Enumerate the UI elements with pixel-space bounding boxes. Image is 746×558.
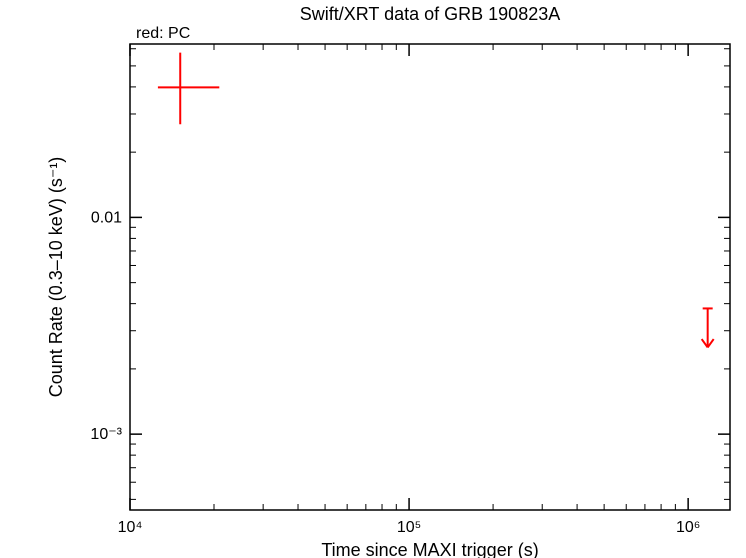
y-axis-label: Count Rate (0.3–10 keV) (s⁻¹)	[46, 157, 66, 398]
x-tick-label: 10⁵	[397, 519, 421, 536]
xrt-lightcurve-chart: 10⁴ 10⁵ 10⁶ 10⁻³ 0.01 Swift/XRT data of GRB 1…	[0, 0, 746, 558]
chart-title: Swift/XRT data of GRB 190823A	[300, 4, 560, 24]
y-tick-label: 10⁻³	[90, 426, 122, 443]
chart-background	[0, 0, 746, 558]
x-axis-label: Time since MAXI trigger (s)	[321, 540, 538, 558]
chart-svg: 10⁴ 10⁵ 10⁶ 10⁻³ 0.01 Swift/XRT data of GRB 1…	[0, 0, 746, 558]
y-tick-label: 0.01	[91, 209, 122, 226]
x-tick-label: 10⁶	[676, 519, 700, 536]
x-tick-label: 10⁴	[118, 519, 143, 536]
legend-annotation: red: PC	[136, 25, 190, 42]
